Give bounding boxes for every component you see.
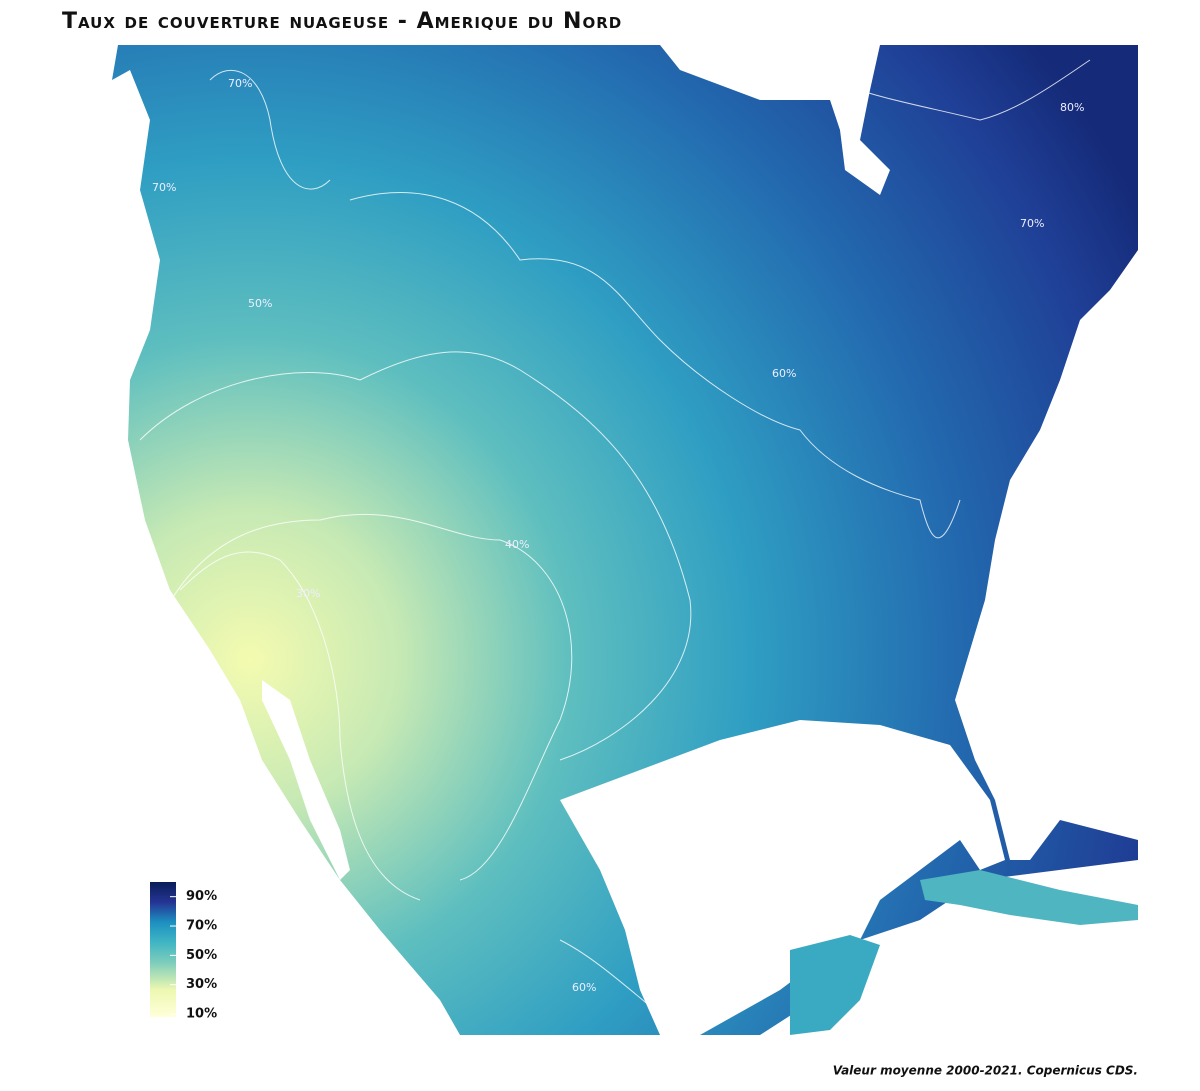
gulf-of-mexico bbox=[560, 720, 1138, 1035]
yucatan bbox=[790, 935, 880, 1035]
contour-label: 40% bbox=[505, 538, 529, 551]
contour-label: 70% bbox=[1020, 217, 1044, 230]
colorbar-tick-label: 50% bbox=[186, 948, 217, 963]
contour-label: 70% bbox=[152, 181, 176, 194]
colorbar bbox=[150, 882, 176, 1017]
gulf-of-california bbox=[262, 680, 350, 880]
colorbar-tick-label: 10% bbox=[186, 1007, 217, 1022]
contour-label: 70% bbox=[228, 77, 252, 90]
contour-lines bbox=[139, 39, 1091, 1031]
legend: 90% 70% 50% 30% 10% bbox=[150, 882, 217, 1022]
colorbar-tick-label: 70% bbox=[186, 919, 217, 934]
contour-label: 60% bbox=[572, 981, 596, 994]
map: 70% 80% 70% 50% 60% 40% 30% 60% 70% bbox=[108, 39, 1138, 1035]
cuba bbox=[920, 870, 1138, 925]
contour-label: 60% bbox=[772, 367, 796, 380]
contour-label: 50% bbox=[248, 297, 272, 310]
colorbar-tick-label: 90% bbox=[186, 889, 217, 904]
map-title: Taux de couverture nuageuse - Amerique d… bbox=[62, 9, 622, 34]
atlantic-ocean bbox=[955, 250, 1138, 860]
caption: Valeur moyenne 2000-2021. Copernicus CDS… bbox=[833, 1064, 1138, 1078]
pacific-ocean bbox=[108, 45, 460, 1035]
colorbar-tick-label: 30% bbox=[186, 977, 217, 992]
contour-label: 30% bbox=[296, 587, 320, 600]
hudson-bay bbox=[660, 45, 890, 195]
contour-label: 80% bbox=[1060, 101, 1084, 114]
